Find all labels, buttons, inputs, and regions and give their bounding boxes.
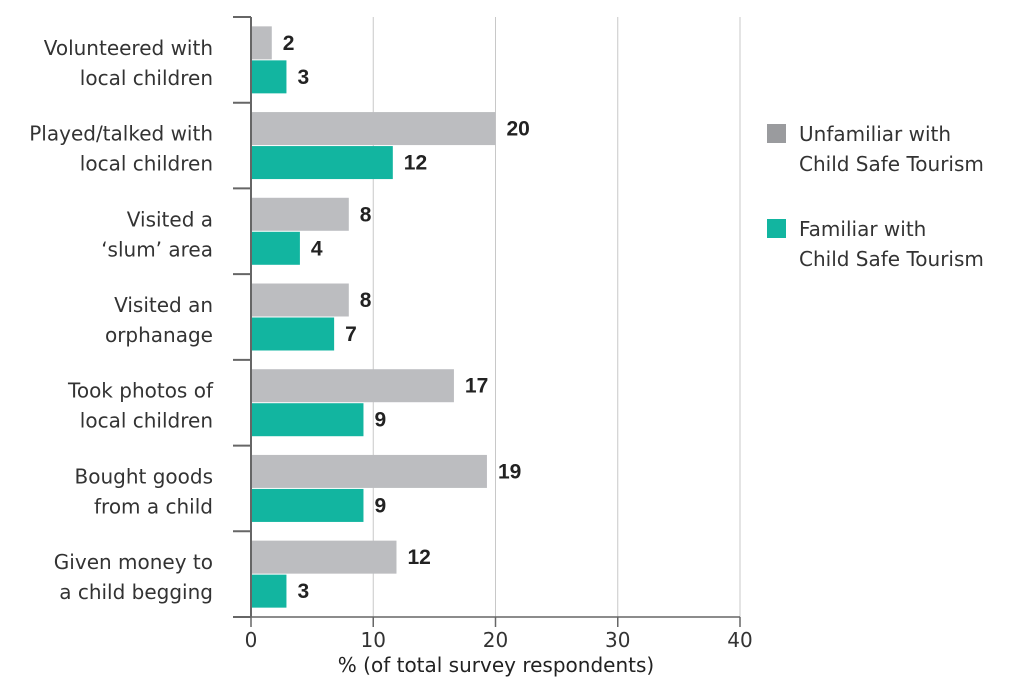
data-label: 17: [465, 375, 488, 398]
bar-unfamiliar: [251, 540, 397, 574]
x-tick-label: 0: [245, 628, 258, 652]
x-tick-label: 40: [727, 628, 752, 652]
x-axis-label: % (of total survey respondents): [338, 653, 654, 677]
bar-familiar: [251, 488, 364, 522]
category-label: Bought goods from a child: [75, 464, 214, 518]
category-label: Visited an orphanage: [105, 293, 213, 347]
legend-swatch: [767, 219, 786, 238]
bar-unfamiliar: [251, 112, 496, 146]
data-label: 12: [407, 546, 430, 569]
bar-familiar: [251, 403, 364, 437]
legend: Unfamiliar with Child Safe Tourism Familia…: [767, 122, 984, 271]
data-label: 20: [507, 118, 530, 141]
bar-unfamiliar: [251, 283, 349, 317]
category-labels: Volunteered with local children Played/tal…: [29, 36, 214, 604]
category-label: Volunteered with local children: [44, 36, 213, 90]
x-tick-label: 30: [605, 628, 630, 652]
legend-swatch: [767, 124, 786, 143]
data-label: 3: [297, 66, 309, 89]
data-label: 4: [311, 237, 323, 260]
bar-familiar: [251, 317, 335, 351]
data-label: 8: [360, 203, 372, 226]
bar-unfamiliar: [251, 369, 454, 403]
bar-familiar: [251, 574, 287, 608]
bar-familiar: [251, 146, 393, 180]
data-label: 12: [404, 152, 427, 175]
category-label: Visited a ‘slum’ area: [101, 207, 213, 261]
bar-familiar: [251, 231, 300, 265]
data-label: 2: [283, 32, 295, 55]
x-tick-label: 20: [483, 628, 508, 652]
data-label: 9: [374, 494, 386, 517]
data-label: 3: [297, 580, 309, 603]
bar-unfamiliar: [251, 454, 487, 488]
category-label: Given money to a child begging: [54, 550, 213, 604]
legend-label: Unfamiliar with Child Safe Tourism: [799, 122, 984, 176]
data-label: 9: [374, 409, 386, 432]
gridlines: [372, 17, 741, 617]
legend-label: Familiar with Child Safe Tourism: [799, 217, 984, 271]
bar-unfamiliar: [251, 26, 272, 60]
axes: 0 10 20 30 40: [233, 16, 753, 652]
bar-familiar: [251, 60, 287, 94]
bar-unfamiliar: [251, 197, 349, 231]
data-label: 7: [345, 323, 357, 346]
data-label: 8: [360, 289, 372, 312]
category-label: Played/talked with local children: [29, 122, 213, 176]
x-tick-label: 10: [361, 628, 386, 652]
data-label: 19: [498, 460, 521, 483]
category-label: Took photos of local children: [67, 379, 214, 433]
